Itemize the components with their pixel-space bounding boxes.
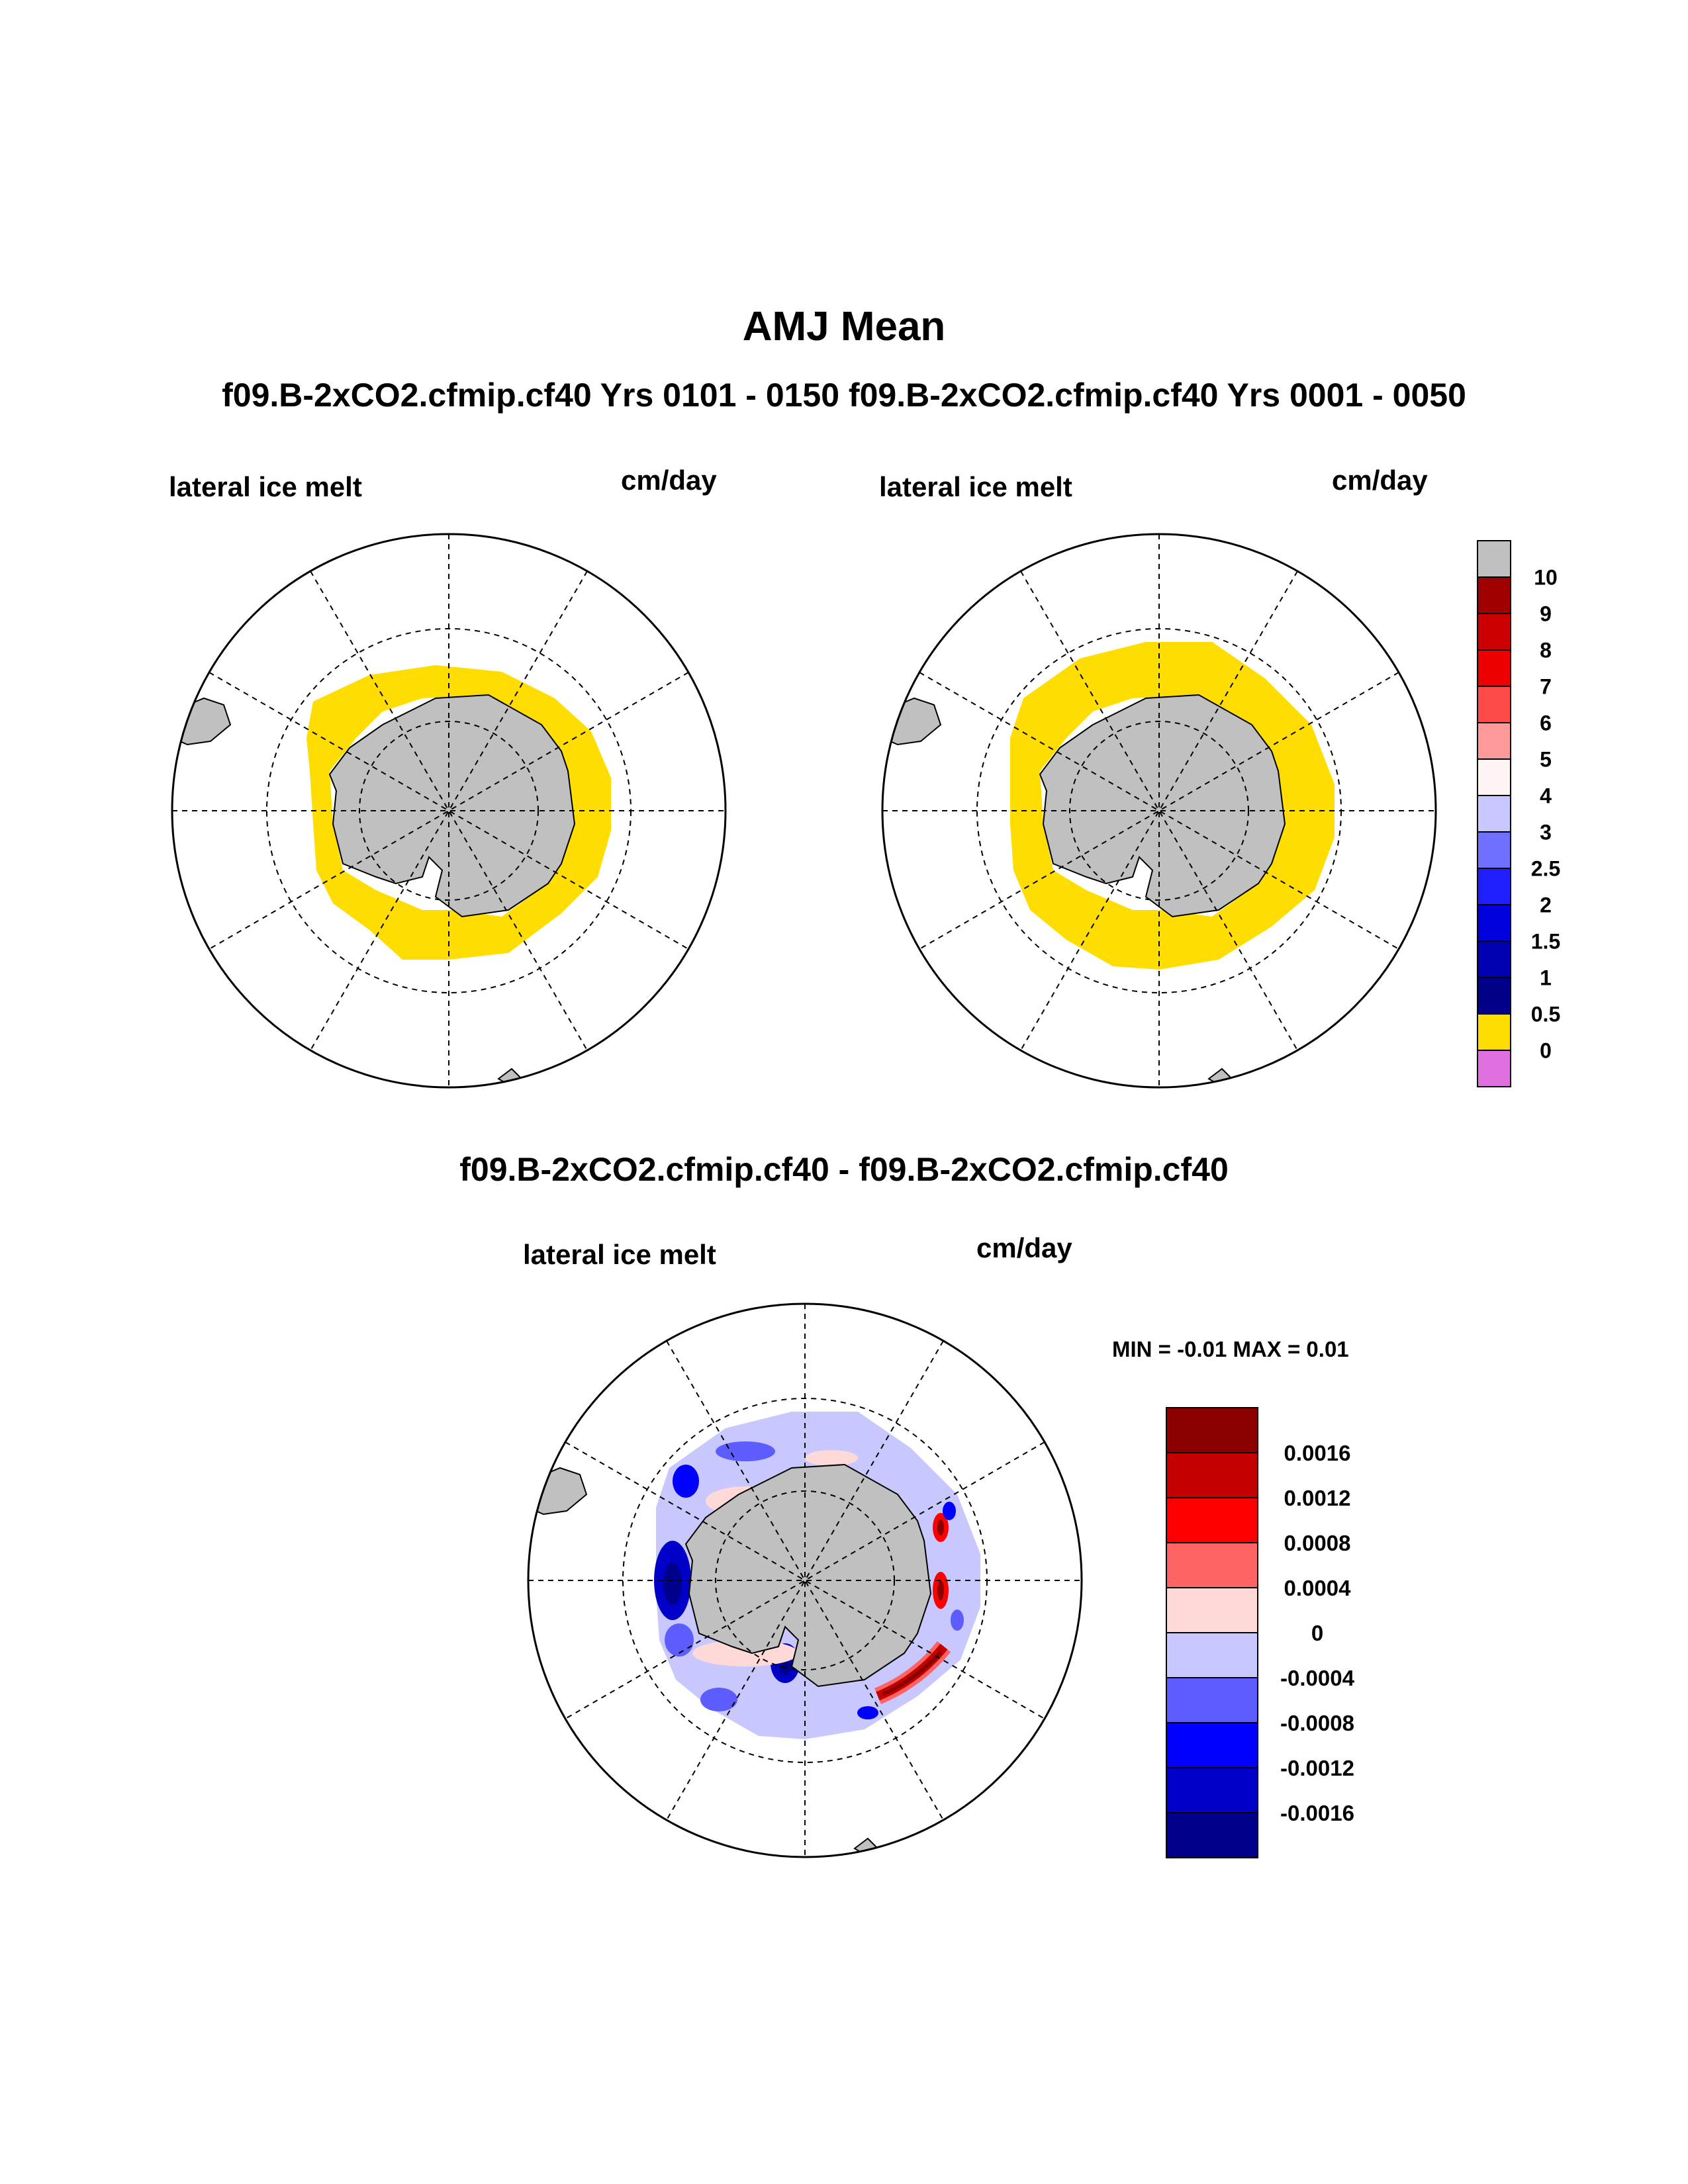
difference-colorbar-tick-label: 0.0004 [1284, 1576, 1352, 1600]
difference-colorbar-swatch [1166, 1407, 1258, 1453]
main-colorbar-tick-label: 2 [1540, 893, 1552, 917]
main-colorbar-tick-label: 0 [1540, 1039, 1552, 1063]
page-title: AMJ Mean [742, 304, 946, 349]
main-colorbar-tick-label: 8 [1540, 639, 1552, 662]
panel2-units-label: cm/day [1332, 465, 1428, 496]
difference-colorbar-tick-label: 0 [1311, 1621, 1323, 1645]
difference-colorbar: 0.0016 0.0012 0.0008 0.0004 0 -0.0004 -0.0008 -… [1166, 1407, 1355, 1858]
main-colorbar-swatch [1477, 977, 1511, 1015]
panel1-polar-map [171, 533, 727, 1089]
difference-colorbar-swatch [1166, 1767, 1258, 1813]
page-subtitle: f09.B-2xCO2.cfmip.cf40 Yrs 0101 - 0150 f… [222, 377, 1466, 414]
main-colorbar-tick-label: 7 [1540, 675, 1552, 699]
main-colorbar-swatch [1477, 576, 1511, 614]
main-colorbar-tick-label: 10 [1534, 566, 1558, 590]
difference-colorbar-swatch [1166, 1812, 1258, 1858]
panel2-graticule [882, 534, 1436, 1087]
main-colorbar-tick-label: 3 [1540, 821, 1552, 844]
main-colorbar-tick-label: 2.5 [1531, 857, 1560, 881]
panel3-variable-label: lateral ice melt [523, 1239, 716, 1270]
panel1-ice-melt-field [306, 665, 611, 960]
main-colorbar-swatch [1477, 868, 1511, 905]
panel2-ice-melt-field [1010, 642, 1335, 970]
panel1-units-label: cm/day [621, 465, 717, 496]
panel1-variable-label: lateral ice melt [169, 471, 362, 502]
panel3-units-label: cm/day [976, 1232, 1072, 1263]
difference-min-max-label: MIN = -0.01 MAX = 0.01 [1112, 1337, 1349, 1361]
difference-colorbar-tick-label: 0.0016 [1284, 1441, 1351, 1465]
main-colorbar-tick-label: 4 [1540, 784, 1552, 808]
difference-colorbar-swatch [1166, 1542, 1258, 1588]
panel2-variable-label: lateral ice melt [879, 471, 1072, 502]
difference-title: f09.B-2xCO2.cfmip.cf40 - f09.B-2xCO2.cfm… [459, 1151, 1229, 1188]
difference-colorbar-tick-label: -0.0008 [1280, 1711, 1354, 1735]
main-colorbar: 10 9 8 7 6 5 4 3 2.5 2 1.5 1 0.5 0 [1477, 540, 1560, 1087]
main-colorbar-tick-label: 0.5 [1531, 1003, 1560, 1026]
difference-colorbar-swatch [1166, 1632, 1258, 1678]
panel1-graticule [172, 534, 726, 1087]
main-colorbar-tick-label: 1 [1540, 966, 1552, 990]
panel2-polar-map [881, 533, 1437, 1089]
main-colorbar-swatch [1477, 940, 1511, 978]
main-colorbar-swatch [1477, 795, 1511, 833]
difference-colorbar-swatch [1166, 1677, 1258, 1723]
main-colorbar-swatch [1477, 1013, 1511, 1051]
difference-colorbar-swatch [1166, 1452, 1258, 1498]
difference-colorbar-swatch [1166, 1722, 1258, 1768]
difference-polar-map [527, 1302, 1083, 1858]
difference-colorbar-swatch [1166, 1497, 1258, 1543]
main-colorbar-tick-label: 9 [1540, 602, 1552, 626]
main-colorbar-swatch [1477, 831, 1511, 869]
main-colorbar-tick-label: 5 [1540, 748, 1552, 772]
main-colorbar-swatch [1477, 686, 1511, 723]
main-colorbar-swatch [1477, 1050, 1511, 1087]
difference-colorbar-swatch [1166, 1587, 1258, 1633]
difference-colorbar-tick-label: -0.0004 [1280, 1666, 1355, 1690]
difference-graticule [528, 1304, 1082, 1857]
difference-colorbar-tick-label: 0.0008 [1284, 1531, 1351, 1555]
main-colorbar-swatch [1477, 904, 1511, 942]
main-colorbar-swatch [1477, 758, 1511, 796]
main-colorbar-swatch [1477, 649, 1511, 687]
main-colorbar-swatch [1477, 722, 1511, 760]
difference-colorbar-tick-label: -0.0016 [1280, 1801, 1354, 1825]
main-colorbar-tick-label: 1.5 [1531, 930, 1560, 954]
main-colorbar-swatch [1477, 540, 1511, 578]
main-colorbar-tick-label: 6 [1540, 711, 1552, 735]
difference-colorbar-tick-label: 0.0012 [1284, 1486, 1351, 1510]
main-colorbar-swatch [1477, 613, 1511, 651]
difference-colorbar-tick-label: -0.0012 [1280, 1756, 1354, 1780]
